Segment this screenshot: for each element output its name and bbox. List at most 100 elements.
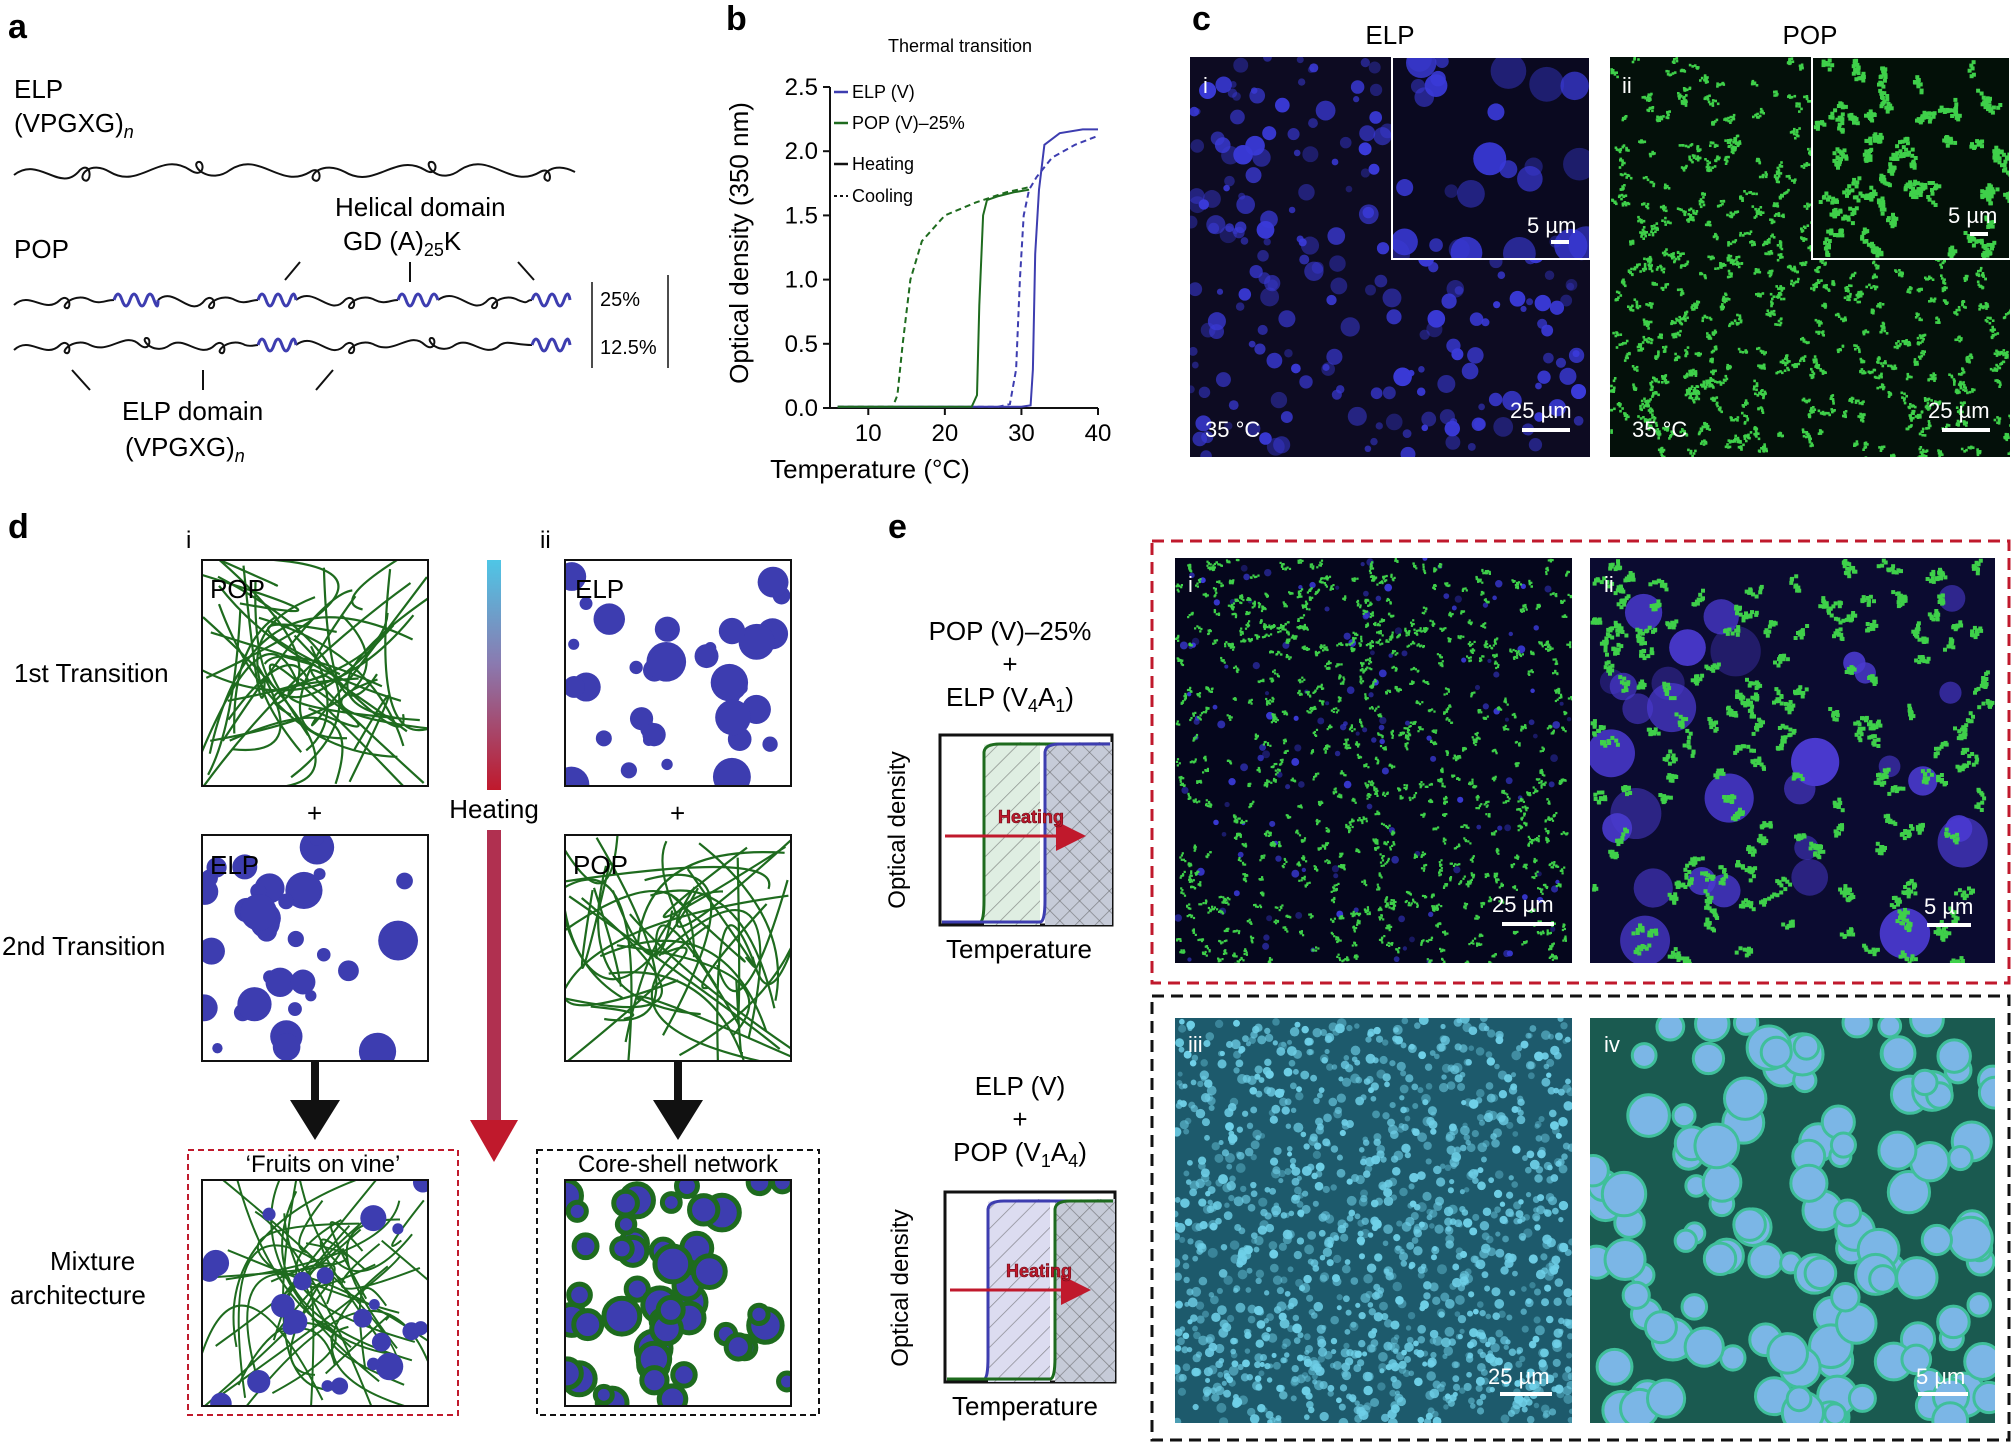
heating-arrowhead xyxy=(470,1120,518,1162)
micrograph-e-i-content xyxy=(1175,558,1572,963)
coreshell-frame-e xyxy=(1150,994,2011,1442)
legend-entry-cooling: Cooling xyxy=(852,186,913,206)
chart-lines xyxy=(837,128,1099,408)
y-tick-label: 0.5 xyxy=(785,331,818,358)
pop-inset-network xyxy=(1813,58,2009,258)
elp-inset-droplets xyxy=(1393,58,1589,258)
micrograph-e-iii-content xyxy=(1175,1018,1572,1423)
box-label-pop-ii: POP xyxy=(573,850,628,880)
legend-entry-pop: POP (V)–25% xyxy=(852,113,965,133)
micrograph-e-i xyxy=(1175,558,1572,963)
elp-droplet-box-i xyxy=(203,836,419,1060)
pop-name: POP xyxy=(14,234,69,264)
row-label-architecture: architecture xyxy=(10,1280,146,1310)
elp-sequence: (VPGXG)n xyxy=(14,108,134,142)
plus-d-i: + xyxy=(307,798,322,828)
core-shell-illustration xyxy=(566,1181,790,1405)
elp-image-title: ELP xyxy=(1365,20,1414,50)
mini-chart-1-ylabel: Optical density xyxy=(884,751,911,908)
micrograph-e-ii-content xyxy=(1590,558,1995,963)
scale-e-i: 25 µm xyxy=(1492,892,1554,917)
roman-e-iii: iii xyxy=(1188,1032,1203,1057)
y-tick-label: 1.0 xyxy=(785,267,818,294)
fruits-on-vine-illustration xyxy=(203,1181,427,1405)
elp-chain xyxy=(13,160,576,182)
scale-label-c-ii-inset: 5 µm xyxy=(1948,203,1997,228)
scale-label-c-ii: 25 µm xyxy=(1928,398,1990,423)
mix1-line1: POP (V)–25% xyxy=(929,616,1092,646)
pop-chain-125 xyxy=(13,337,533,355)
down-arrow-i xyxy=(290,1100,340,1140)
mini-chart-2-ylabel: Optical density xyxy=(887,1209,914,1366)
roman-c-ii: ii xyxy=(1622,73,1632,98)
elp-name: ELP xyxy=(14,74,63,104)
panel-label-c: c xyxy=(1192,0,1211,38)
x-tick-label: 10 xyxy=(855,420,882,447)
pop-chain-25 xyxy=(13,294,533,310)
mix2-line3: POP (V1A4) xyxy=(953,1137,1087,1171)
mini-chart-2-heating: Heating xyxy=(1006,1261,1072,1281)
mini-chart-2-xlabel: Temperature xyxy=(952,1391,1098,1421)
roman-e-ii: ii xyxy=(1604,572,1614,597)
down-arrow-ii xyxy=(653,1100,703,1140)
panel-e: POP (V)–25% + ELP (V4A1) Heating Optical… xyxy=(884,539,2011,1442)
mix2-line1: ELP (V) xyxy=(975,1071,1066,1101)
panel-label-a: a xyxy=(8,8,28,46)
y-tick-label: 2.0 xyxy=(785,138,818,165)
series-line-pop-cooling xyxy=(837,186,1030,408)
box-label-elp-i: ELP xyxy=(210,850,259,880)
legend-entry-heating: Heating xyxy=(852,154,914,174)
pop-fiber-box-i xyxy=(203,561,427,785)
elp-droplet-box-ii xyxy=(566,562,790,785)
y-tick-label: 1.5 xyxy=(785,202,818,229)
elp-domain-label: ELP domain xyxy=(122,396,263,426)
mix1-line3: ELP (V4A1) xyxy=(946,682,1074,716)
x-tick-label: 40 xyxy=(1085,420,1112,447)
series-line-elp-cooling xyxy=(837,134,1099,408)
box-label-pop-i: POP xyxy=(210,574,265,604)
chart-title: Thermal transition xyxy=(888,36,1032,56)
fruits-on-vine-label: ‘Fruits on vine’ xyxy=(246,1151,401,1178)
roman-d-i: i xyxy=(186,527,191,554)
scale-e-ii: 5 µm xyxy=(1924,894,1973,919)
panel-b-chart: Thermal transition 10 20 30 40 0.0 0.5 1.0 1.5 2… xyxy=(724,36,1111,484)
x-tick-label: 20 xyxy=(932,420,959,447)
row-label-mixture: Mixture xyxy=(50,1246,135,1276)
fruits-frame-e xyxy=(1150,539,2011,985)
micrograph-e-iv-content xyxy=(1590,1018,1995,1423)
plus-d-ii: + xyxy=(670,798,685,828)
mini-chart-1-heating: Heating xyxy=(998,807,1064,827)
row-label-2nd: 2nd Transition xyxy=(2,931,165,961)
mix1-plus: + xyxy=(1002,649,1017,679)
box-label-elp-ii: ELP xyxy=(575,574,624,604)
legend-entry-elp: ELP (V) xyxy=(852,82,915,102)
pct-125: 12.5% xyxy=(600,337,657,359)
pct-25: 25% xyxy=(600,289,640,311)
panel-label-d: d xyxy=(8,508,29,546)
scale-e-iii: 25 µm xyxy=(1488,1364,1550,1389)
chart-xlabel: Temperature (°C) xyxy=(770,454,970,484)
row-label-1st: 1st Transition xyxy=(14,658,169,688)
temp-label-c-i: 35 °C xyxy=(1205,417,1260,442)
chart-axes: 10 20 30 40 0.0 0.5 1.0 1.5 2.0 2.5 xyxy=(785,74,1112,447)
core-shell-label: Core-shell network xyxy=(578,1151,779,1178)
temp-label-c-ii: 35 °C xyxy=(1632,417,1687,442)
scale-label-c-i-inset: 5 µm xyxy=(1527,213,1576,238)
x-tick-label: 30 xyxy=(1008,420,1035,447)
roman-e-i: i xyxy=(1188,572,1193,597)
series-line-elp-heating xyxy=(837,128,1098,408)
pop-image-title: POP xyxy=(1783,20,1838,50)
mini-chart-2: Heating Optical density Temperature xyxy=(887,1190,1117,1421)
helix-coils xyxy=(112,292,572,353)
heating-label-d: Heating xyxy=(449,794,539,824)
scale-label-c-i: 25 µm xyxy=(1510,398,1572,423)
mini-chart-1-xlabel: Temperature xyxy=(946,934,1092,964)
roman-d-ii: ii xyxy=(540,527,551,554)
elp-domain-seq: (VPGXG)n xyxy=(125,432,245,466)
pop-fiber-box-ii xyxy=(566,836,790,1060)
panel-d: i ii 1st Transition 2nd Transition Mixtu… xyxy=(2,527,820,1416)
roman-c-i: i xyxy=(1203,73,1208,98)
panel-label-b: b xyxy=(726,0,747,38)
series-line-pop-heating xyxy=(837,188,1030,408)
